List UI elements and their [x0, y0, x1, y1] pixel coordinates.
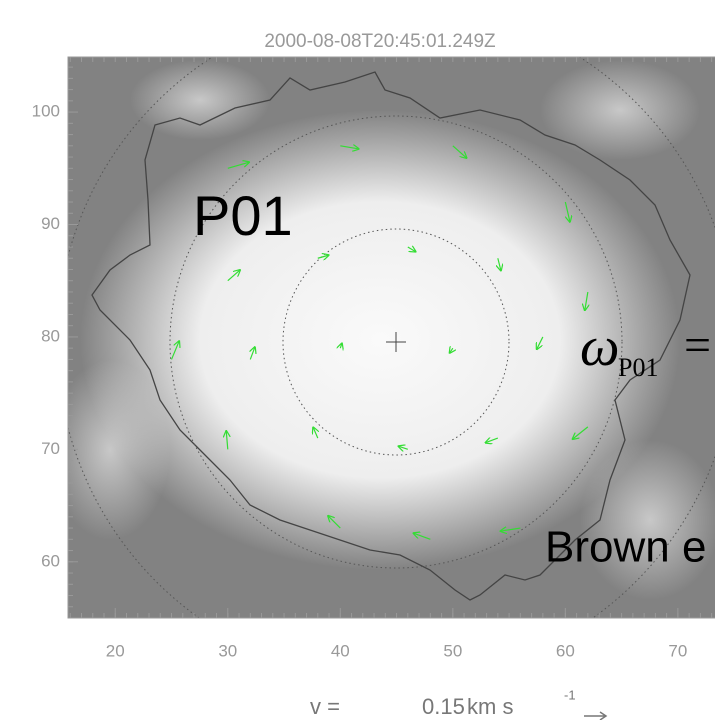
velocity-vector	[328, 516, 341, 529]
velocity-vector	[340, 146, 358, 149]
y-tick-label: 80	[41, 326, 60, 345]
x-tick-label: 20	[106, 641, 125, 660]
velocity-vector	[452, 145, 467, 158]
velocity-vector	[537, 336, 544, 349]
equals-sign: =	[684, 319, 711, 372]
vector-field	[170, 145, 589, 540]
velocity-vector	[585, 291, 588, 310]
x-tick-label: 60	[556, 641, 575, 660]
velocity-vector	[414, 533, 431, 540]
reference-unit-exponent: -1	[564, 687, 576, 702]
velocity-vector	[399, 446, 409, 449]
y-tick-label: 60	[41, 551, 60, 570]
region-label: P01	[193, 184, 293, 247]
reference-value: 0.15	[422, 694, 465, 719]
plot-frame	[67, 56, 715, 619]
velocity-vector	[227, 162, 249, 169]
x-tick-label: 30	[218, 641, 237, 660]
x-tick-label: 70	[668, 641, 687, 660]
velocity-vector	[250, 347, 255, 360]
velocity-vector	[573, 426, 589, 439]
velocity-vector	[340, 344, 342, 349]
x-tick-label: 40	[331, 641, 350, 660]
velocity-vector	[486, 438, 499, 443]
velocity-vector	[317, 255, 329, 258]
background-image	[68, 57, 715, 618]
velocity-vector	[227, 270, 240, 282]
reference-unit: km s	[467, 694, 513, 719]
side-text: Brown e	[545, 523, 706, 572]
x-tick-label: 50	[443, 641, 462, 660]
velocity-vector	[170, 341, 180, 360]
y-tick-label: 90	[41, 214, 60, 233]
velocity-vector	[313, 428, 318, 439]
y-tick-label: 70	[41, 439, 60, 458]
velocity-vector	[498, 258, 501, 270]
velocity-vector	[450, 348, 453, 353]
y-tick-label: 100	[32, 102, 60, 121]
velocity-vector	[501, 528, 521, 531]
reference-prefix: v =	[310, 694, 340, 719]
omega-subscript: P01	[618, 353, 658, 382]
velocity-vector	[564, 201, 570, 222]
chart-title: 2000-08-08T20:45:01.249Z	[264, 31, 496, 52]
velocity-vector	[407, 247, 416, 252]
velocity-vector	[226, 431, 228, 450]
reference-arrow	[584, 711, 608, 721]
omega-symbol: ω	[580, 316, 620, 378]
